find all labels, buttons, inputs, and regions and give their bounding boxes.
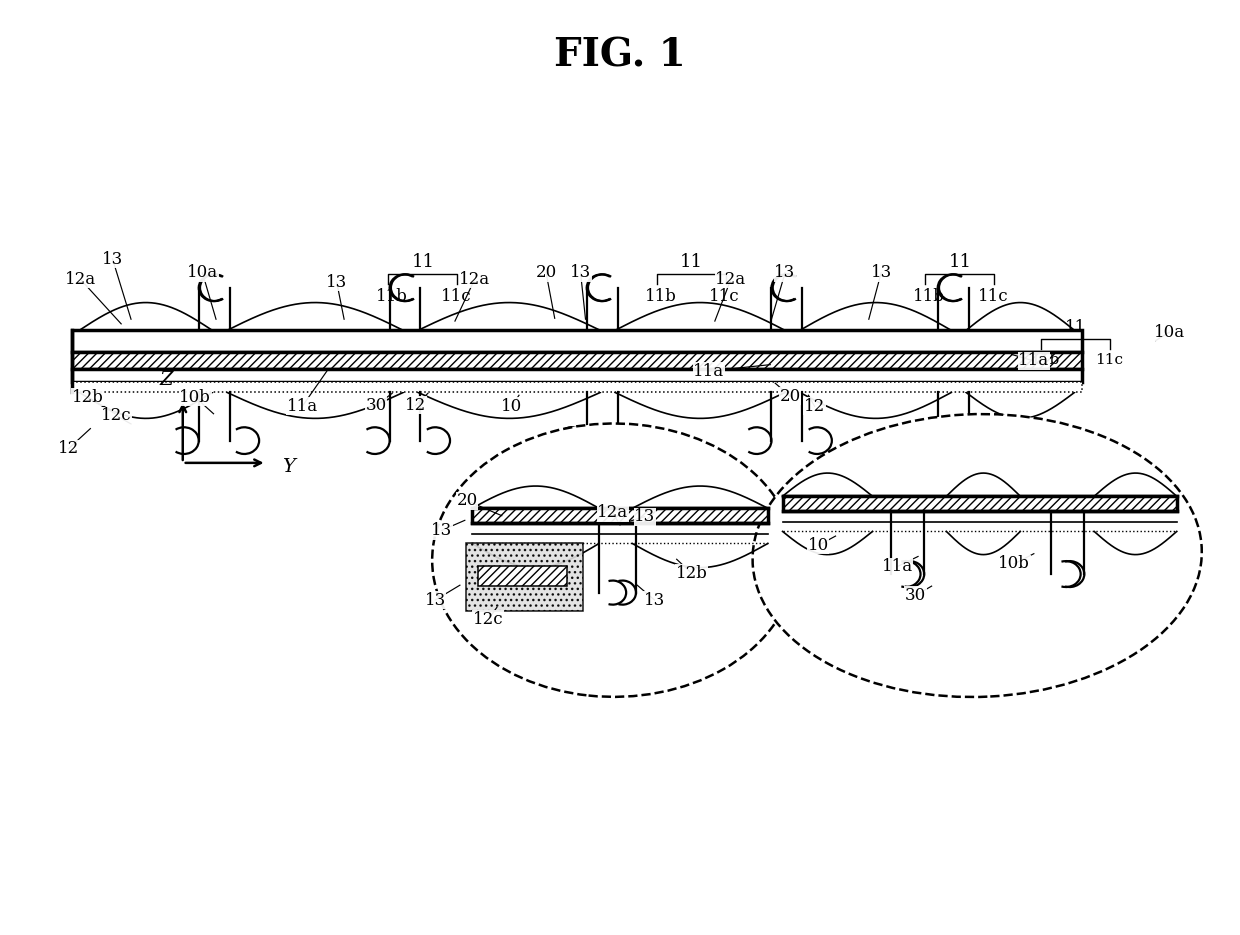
Text: 13: 13 <box>644 592 665 609</box>
Text: 30: 30 <box>905 587 926 604</box>
Text: 13: 13 <box>430 522 453 539</box>
Text: 10b: 10b <box>998 555 1030 572</box>
Text: 11: 11 <box>412 253 434 271</box>
Ellipse shape <box>753 414 1202 697</box>
Text: 13: 13 <box>424 592 446 609</box>
Text: 11a: 11a <box>286 397 317 415</box>
Text: 13: 13 <box>870 265 892 281</box>
Text: 12a: 12a <box>596 504 629 522</box>
Text: 30: 30 <box>366 397 387 414</box>
Text: 10a: 10a <box>187 265 218 281</box>
Bar <box>472 509 768 523</box>
Text: 12c: 12c <box>100 407 131 424</box>
Text: 11: 11 <box>949 253 971 271</box>
Text: 12a: 12a <box>459 271 490 288</box>
Text: 12c: 12c <box>472 611 503 628</box>
Text: 10: 10 <box>501 397 522 415</box>
Text: 11b: 11b <box>645 288 677 305</box>
Text: 13: 13 <box>326 274 347 291</box>
Text: 20: 20 <box>456 493 477 510</box>
Text: 12: 12 <box>405 397 427 414</box>
Text: 11c: 11c <box>441 288 471 305</box>
Text: 12: 12 <box>804 397 826 415</box>
Text: 20: 20 <box>780 388 801 405</box>
Text: 13: 13 <box>775 265 796 281</box>
Text: 11b: 11b <box>1030 352 1059 367</box>
Text: 11b: 11b <box>376 288 408 305</box>
Text: 10a: 10a <box>1153 324 1185 340</box>
Text: 11a: 11a <box>1018 352 1049 369</box>
Text: Y: Y <box>283 458 295 477</box>
Text: 11c: 11c <box>978 288 1008 305</box>
Text: 11c: 11c <box>1095 352 1123 367</box>
Text: 11: 11 <box>680 253 703 271</box>
Bar <box>72 382 1081 393</box>
Text: 11c: 11c <box>709 288 740 305</box>
Bar <box>466 543 583 611</box>
Ellipse shape <box>433 424 796 697</box>
Text: 20: 20 <box>536 265 557 281</box>
Bar <box>479 566 567 586</box>
Text: 13: 13 <box>570 265 591 281</box>
Text: FIG. 1: FIG. 1 <box>554 36 686 75</box>
Text: 12a: 12a <box>715 271 746 288</box>
Text: Z: Z <box>160 371 174 389</box>
Text: 11b: 11b <box>913 288 945 305</box>
Bar <box>72 369 1081 382</box>
Text: 12b: 12b <box>72 389 104 406</box>
Text: 11a: 11a <box>693 363 724 380</box>
Bar <box>72 352 1081 369</box>
Text: 13: 13 <box>102 251 123 267</box>
Text: 12: 12 <box>57 440 79 457</box>
Bar <box>72 330 1081 352</box>
Bar <box>782 496 1177 511</box>
Text: 10b: 10b <box>179 389 211 406</box>
Text: 12b: 12b <box>676 565 707 582</box>
Text: 10: 10 <box>807 537 828 554</box>
Text: 12a: 12a <box>64 271 95 288</box>
Text: 13: 13 <box>634 508 655 525</box>
Text: 11: 11 <box>1065 319 1086 336</box>
Text: 11a: 11a <box>882 558 913 575</box>
